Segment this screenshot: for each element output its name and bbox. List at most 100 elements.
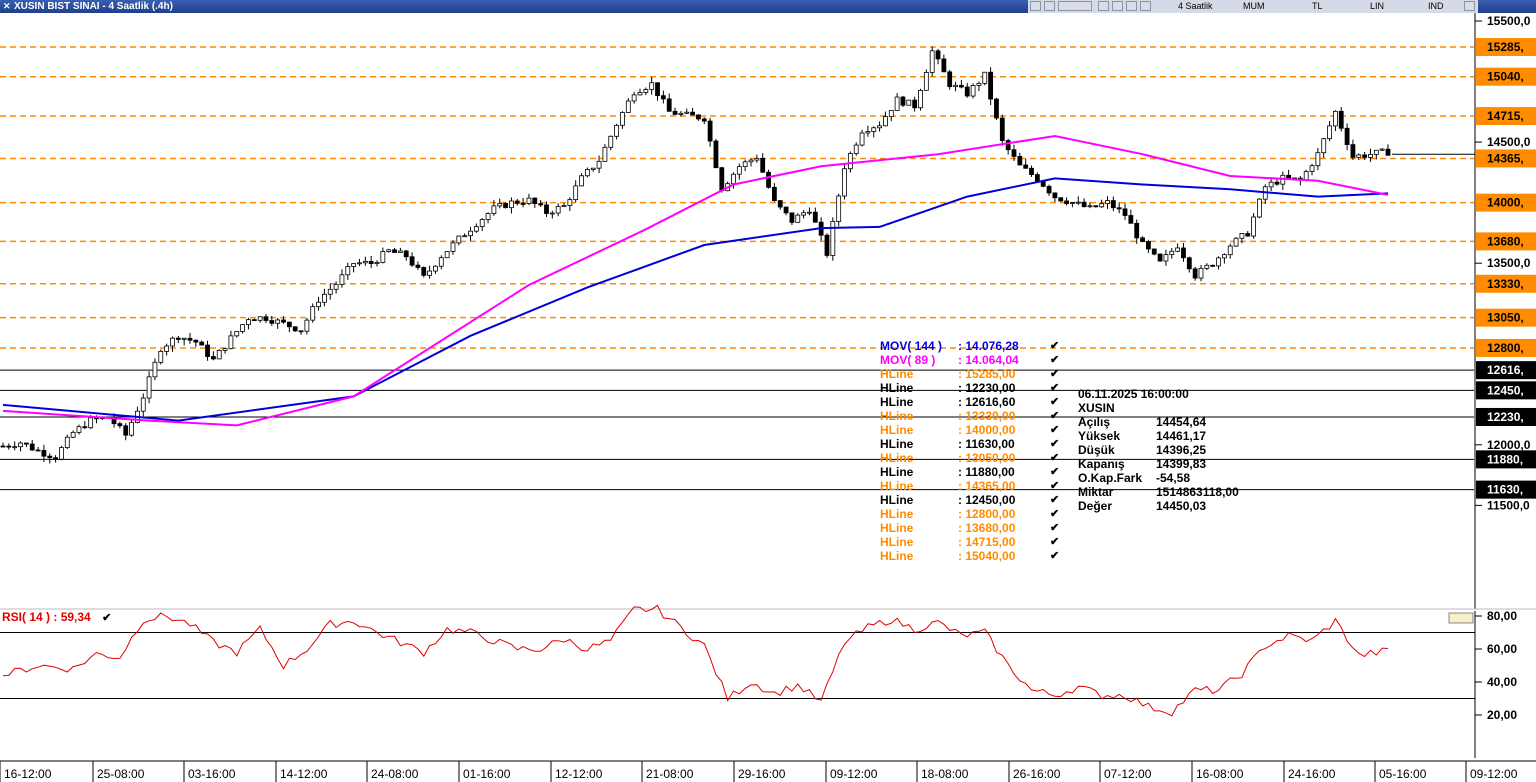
grid-icon[interactable] [1098, 1, 1109, 11]
info-row: Açılış 14454,64 [1078, 415, 1239, 429]
currency-button[interactable]: TL [1312, 1, 1323, 11]
candle [491, 200, 497, 216]
candle [1064, 197, 1069, 206]
candle [0, 442, 6, 448]
candle [1146, 239, 1151, 254]
candle [1058, 197, 1064, 202]
info-key: Değer [1078, 499, 1113, 513]
candle [339, 269, 345, 288]
hline-label: 11630, [1487, 483, 1523, 497]
check-icon[interactable]: ✔ [1050, 396, 1060, 408]
candle [450, 240, 456, 255]
legend-label: HLine [880, 451, 914, 465]
check-icon[interactable]: ✔ [1050, 508, 1060, 520]
info-value: 14461,17 [1156, 429, 1207, 443]
time-tick-label: 09-12:00 [1470, 767, 1518, 781]
indicator-button[interactable]: IND [1428, 1, 1444, 11]
candle [462, 233, 468, 238]
check-icon[interactable]: ✔ [1050, 452, 1060, 464]
info-value: -54,58 [1156, 471, 1191, 485]
indicator-legend: MOV( 144 ): 14.076,28 ✔ MOV( 89 ): 14.064,… [880, 339, 1059, 563]
settings-icon[interactable] [1058, 1, 1092, 11]
draw-icon[interactable] [1112, 1, 1123, 11]
hline-label: 13330, [1487, 277, 1524, 291]
check-icon[interactable]: ✔ [1050, 536, 1060, 548]
legend-value: : 14000,00 [958, 423, 1016, 437]
candle [526, 193, 532, 206]
check-icon[interactable]: ✔ [1050, 438, 1060, 450]
candle [643, 87, 649, 96]
scroll-up-icon[interactable] [1464, 1, 1475, 11]
candle [1122, 203, 1128, 220]
candle [584, 167, 590, 178]
legend-value: : 12800,00 [958, 507, 1016, 521]
check-icon[interactable]: ✔ [1050, 410, 1060, 422]
check-icon[interactable]: ✔ [1050, 368, 1060, 380]
time-tick-label: 16-08:00 [1196, 767, 1244, 781]
candle [982, 71, 988, 86]
check-icon[interactable]: ✔ [1050, 424, 1060, 436]
candle [760, 153, 766, 173]
legend-row: HLine: 14365,00 ✔ [880, 479, 1059, 493]
check-icon[interactable]: ✔ [1050, 480, 1060, 492]
zoom-icon[interactable] [1030, 1, 1041, 11]
candle [76, 424, 82, 435]
time-axis: 16-12:00 25-08:00 03-16:00 14-12:00 24-08:00… [0, 760, 1536, 782]
candle [327, 283, 333, 300]
close-icon[interactable]: ✕ [3, 1, 11, 11]
candle [877, 121, 882, 132]
price-tick-label: 12000,0 [1487, 438, 1531, 452]
candle [286, 321, 292, 333]
time-tick-label: 21-08:00 [646, 767, 694, 781]
candle [1151, 248, 1157, 256]
candle [444, 251, 450, 259]
candle [1280, 171, 1286, 191]
candle [1017, 152, 1023, 166]
legend-row: HLine: 12800,00 ✔ [880, 507, 1059, 521]
mov144-line [2, 177, 1389, 422]
check-icon[interactable]: ✔ [1050, 340, 1060, 352]
hline-label-bg [1476, 38, 1536, 57]
check-icon[interactable]: ✔ [1050, 494, 1060, 506]
candle [865, 125, 871, 137]
hline-label-bg [1476, 407, 1536, 426]
check-icon[interactable]: ✔ [1050, 354, 1060, 366]
scale-button[interactable]: LIN [1370, 1, 1385, 11]
lock-icon[interactable] [1044, 1, 1055, 11]
candle [210, 351, 216, 361]
legend-value: : 15285,00 [958, 367, 1016, 381]
hline-label-bg [1476, 67, 1536, 86]
candle [684, 108, 690, 115]
time-tick-label: 07-12:00 [1104, 767, 1152, 781]
candle [842, 163, 847, 200]
candle [1128, 209, 1134, 224]
hline-label-bg [1476, 450, 1536, 469]
candle [736, 163, 742, 180]
pencil-icon[interactable] [1126, 1, 1137, 11]
candle [251, 318, 257, 322]
info-value: 14396,25 [1156, 443, 1207, 457]
check-icon[interactable]: ✔ [102, 612, 112, 624]
info-key: O.Kap.Fark [1078, 471, 1143, 485]
legend-label: HLine [880, 549, 914, 563]
period-button[interactable]: 4 Saatlik [1178, 1, 1213, 11]
candle [503, 202, 508, 209]
candle [479, 218, 485, 232]
candle [1099, 199, 1105, 208]
hline-label: 13680, [1487, 234, 1524, 248]
candle [123, 423, 129, 441]
legend-value: : 13330,00 [958, 409, 1016, 423]
candle [386, 248, 392, 253]
check-icon[interactable]: ✔ [1050, 382, 1060, 394]
check-icon[interactable]: ✔ [1050, 466, 1060, 478]
legend-value: : 14715,00 [958, 535, 1016, 549]
chart-type-button[interactable]: MUM [1243, 1, 1265, 11]
check-icon[interactable]: ✔ [1050, 550, 1060, 562]
candle [41, 444, 47, 463]
price-chart[interactable]: 15285, 15040, 14715, 14365, 14000, 13680, 1333… [0, 13, 1536, 782]
candle [1385, 144, 1391, 156]
trend-icon[interactable] [1140, 1, 1151, 11]
legend-label: HLine [880, 521, 914, 535]
check-icon[interactable]: ✔ [1050, 522, 1060, 534]
candle [70, 430, 76, 439]
